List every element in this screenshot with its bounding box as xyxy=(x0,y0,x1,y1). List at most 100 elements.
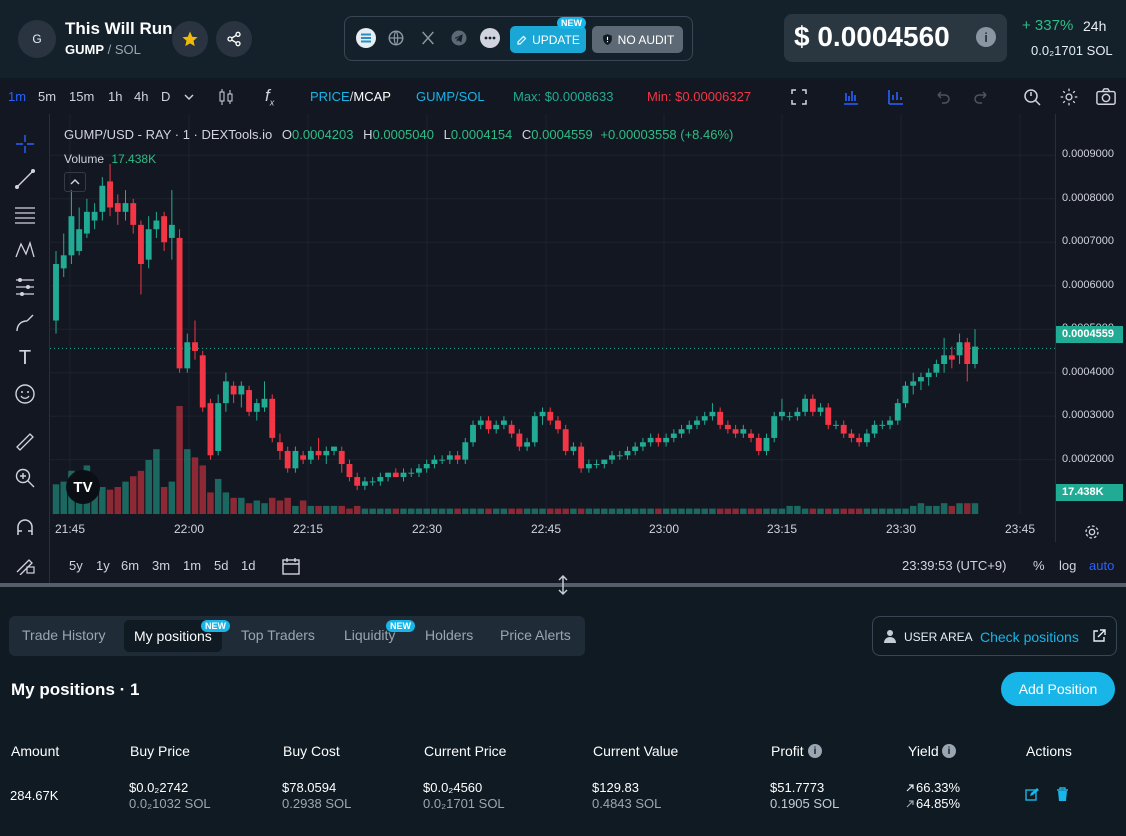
solana-icon[interactable] xyxy=(355,27,377,49)
col-actions: Actions xyxy=(1026,743,1072,759)
tab-liquidity[interactable]: Liquidity xyxy=(344,627,396,643)
interval-1h[interactable]: 1h xyxy=(108,89,123,104)
candle-body xyxy=(817,407,824,412)
bar-chart-icon[interactable] xyxy=(842,88,860,106)
collapse-legend-button[interactable] xyxy=(64,172,86,192)
brush-icon[interactable] xyxy=(13,311,37,335)
magnet-icon[interactable] xyxy=(13,516,37,540)
legend-change: +0.00003558 (+8.46%) xyxy=(600,127,734,142)
volume-bar xyxy=(662,508,670,514)
axis-settings-icon[interactable] xyxy=(1084,524,1100,540)
log-toggle[interactable]: log xyxy=(1059,558,1077,573)
no-audit-button[interactable]: NO AUDIT xyxy=(592,26,683,53)
range-3m[interactable]: 3m xyxy=(152,558,171,573)
ruler-icon[interactable] xyxy=(13,430,37,454)
add-position-button[interactable]: Add Position xyxy=(1001,672,1115,706)
volume-bar xyxy=(678,508,685,514)
forecast-icon[interactable] xyxy=(13,275,37,299)
update-button[interactable]: UPDATE xyxy=(510,26,586,53)
volume-bar xyxy=(438,508,446,514)
emoji-icon[interactable] xyxy=(13,382,37,406)
x-icon[interactable] xyxy=(417,27,439,49)
interval-4h[interactable]: 4h xyxy=(134,89,149,104)
camera-icon[interactable] xyxy=(1095,87,1117,107)
tab-holders[interactable]: Holders xyxy=(425,627,474,643)
external-link-icon[interactable] xyxy=(1092,629,1106,643)
volume-bar xyxy=(724,508,732,514)
range-6m[interactable]: 6m xyxy=(121,558,140,573)
zoom-in-icon[interactable] xyxy=(13,466,37,490)
histogram-icon[interactable] xyxy=(887,88,905,106)
text-tool-icon[interactable]: T xyxy=(18,346,32,369)
tab-my-positions[interactable]: My positions xyxy=(124,620,222,652)
lock-drawings-icon[interactable] xyxy=(13,552,37,576)
edit-icon[interactable] xyxy=(1025,787,1039,801)
chevron-down-icon[interactable] xyxy=(184,92,194,102)
candle-body xyxy=(724,424,731,430)
share-button[interactable] xyxy=(216,21,252,57)
candle-body xyxy=(663,437,670,443)
share-icon xyxy=(227,31,241,47)
interval-d[interactable]: D xyxy=(161,89,171,104)
profit-info-icon[interactable]: i xyxy=(808,744,822,758)
range-5d[interactable]: 5d xyxy=(214,558,229,573)
range-1d[interactable]: 1d xyxy=(241,558,256,573)
tradingview-logo[interactable]: TV xyxy=(66,470,100,504)
pair-toggle[interactable]: GUMP/SOL xyxy=(416,89,485,104)
fib-lines-icon[interactable] xyxy=(13,203,37,227)
range-bar: 5y 1y 6m 3m 1m 5d 1d 23:39:53 (UTC+9) % … xyxy=(50,546,1126,584)
volume-bar xyxy=(454,508,461,514)
volume-bar xyxy=(539,508,546,514)
more-icon[interactable] xyxy=(479,27,501,49)
interval-1m[interactable]: 1m xyxy=(8,89,27,104)
candle-body xyxy=(60,255,67,269)
volume-bar xyxy=(353,505,361,514)
interval-5m[interactable]: 5m xyxy=(38,89,57,104)
chart-clock[interactable]: 23:39:53 (UTC+9) xyxy=(902,558,1007,573)
candle-body xyxy=(894,403,901,421)
auto-toggle[interactable]: auto xyxy=(1089,558,1115,573)
crosshair-icon[interactable] xyxy=(13,132,37,156)
check-positions-link[interactable]: Check positions xyxy=(980,629,1079,645)
redo-icon[interactable] xyxy=(972,88,990,106)
volume-bar xyxy=(361,508,369,514)
alert-icon[interactable] xyxy=(1022,87,1042,107)
undo-icon[interactable] xyxy=(934,88,952,106)
candle-body xyxy=(601,459,608,464)
candle-type-icon[interactable] xyxy=(216,87,236,107)
price-mcap-toggle[interactable]: PRICE/MCAP xyxy=(310,89,391,104)
price-chart[interactable]: GUMP/USD - RAY · 1 · DEXTools.io O0.0004… xyxy=(50,114,1126,584)
candle-body xyxy=(292,450,299,469)
info-icon[interactable]: i xyxy=(976,27,996,47)
range-5y[interactable]: 5y xyxy=(69,558,83,573)
time-axis-label: 21:45 xyxy=(55,522,86,536)
range-1m[interactable]: 1m xyxy=(183,558,202,573)
tab-price-alerts[interactable]: Price Alerts xyxy=(500,627,571,643)
favorite-button[interactable] xyxy=(172,21,208,57)
fullscreen-icon[interactable] xyxy=(790,88,808,106)
volume-bar xyxy=(554,508,562,514)
row-current-price: $0.0₂4560 xyxy=(423,780,483,795)
calendar-icon[interactable] xyxy=(281,556,301,576)
token-pair: GUMP / SOL xyxy=(65,42,141,57)
resize-handle-icon[interactable] xyxy=(556,574,570,596)
settings-icon[interactable] xyxy=(1059,87,1079,107)
candle-body xyxy=(207,403,214,456)
trash-icon[interactable] xyxy=(1056,787,1069,801)
pattern-icon[interactable] xyxy=(13,238,37,262)
indicators-icon[interactable]: fx xyxy=(265,86,275,108)
globe-icon[interactable] xyxy=(385,27,407,49)
row-current-value-sol: 0.4843 SOL xyxy=(592,796,662,811)
volume-bar xyxy=(523,508,531,514)
tab-trade-history[interactable]: Trade History xyxy=(22,627,106,643)
tab-top-traders[interactable]: Top Traders xyxy=(241,627,315,643)
token-header: G This Will Run GUMP / SOL UPDATE NEW NO xyxy=(0,0,1126,78)
trend-line-icon[interactable] xyxy=(13,167,37,191)
yield-info-icon[interactable]: i xyxy=(942,744,956,758)
telegram-icon[interactable] xyxy=(448,27,470,49)
percent-toggle[interactable]: % xyxy=(1033,558,1045,573)
range-1y[interactable]: 1y xyxy=(96,558,110,573)
candlestick-chart[interactable] xyxy=(50,114,1126,542)
interval-15m[interactable]: 15m xyxy=(69,89,95,104)
volume-bar xyxy=(516,508,523,514)
